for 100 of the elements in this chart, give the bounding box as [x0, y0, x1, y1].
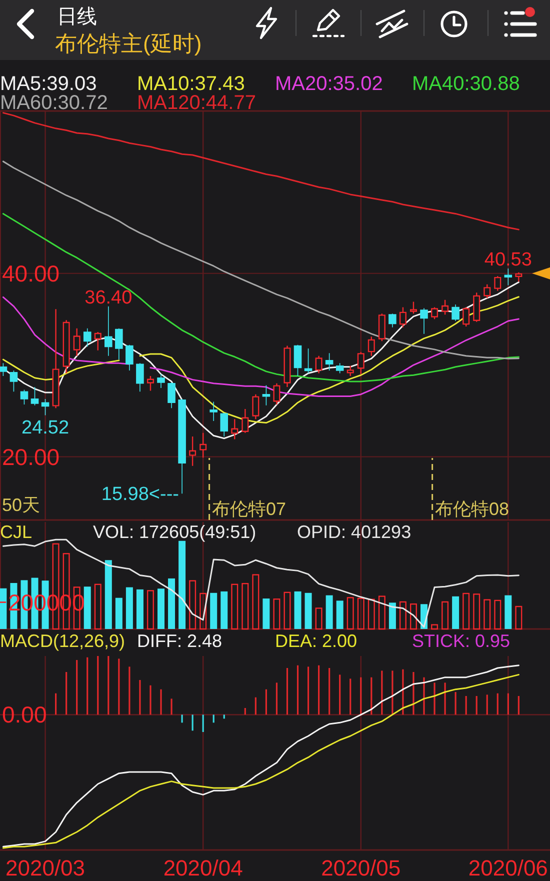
bar	[273, 598, 280, 630]
bar	[200, 592, 207, 630]
candlestick	[210, 401, 218, 422]
text: MA60:30.72	[0, 92, 108, 114]
annotation: VOL: 172605(49:51)	[93, 522, 256, 542]
candlestick	[73, 328, 80, 356]
candlestick	[200, 432, 207, 458]
bar	[210, 592, 218, 629]
bar	[126, 587, 133, 629]
bar	[410, 603, 417, 630]
text: DIFF: 2.48	[137, 631, 222, 651]
annotation: 布伦特08	[435, 499, 510, 519]
candlestick	[462, 306, 470, 328]
candlestick	[189, 436, 196, 466]
chart-title: 日线	[57, 6, 97, 28]
bar	[399, 601, 406, 630]
annotation: 0.00	[2, 702, 47, 728]
candlestick	[494, 275, 502, 292]
candlestick	[315, 355, 322, 374]
candlestick	[146, 375, 154, 392]
candlestick	[41, 398, 50, 416]
x-tick-label: 2020/03	[6, 856, 86, 881]
bar	[452, 596, 460, 629]
candlestick	[168, 382, 176, 409]
series-label: OPID: 401293	[297, 522, 412, 542]
bar	[115, 598, 122, 629]
bar	[0, 588, 7, 629]
annotation: 36.40	[84, 287, 132, 308]
bar	[168, 578, 176, 629]
bar	[473, 594, 480, 630]
candlestick	[136, 362, 144, 392]
candlestick	[178, 398, 186, 494]
candlestick	[30, 386, 39, 406]
chart-subtitle: 布伦特主(延时)	[55, 31, 202, 56]
candlestick	[504, 268, 512, 286]
bar	[346, 597, 354, 630]
annotation: 布伦特07	[212, 499, 286, 519]
candlestick	[284, 345, 291, 388]
candlestick	[20, 389, 28, 405]
y-tick-label: 20.00	[2, 444, 60, 470]
line-series	[2, 112, 520, 230]
annotation: 50天	[2, 495, 40, 515]
bar	[189, 580, 196, 630]
series-label: MA120:44.77	[137, 92, 256, 114]
annotation: 24.52	[22, 417, 70, 438]
candlestick	[452, 304, 460, 322]
text: MA5:39.03	[0, 73, 97, 95]
text: DEA: 2.00	[275, 631, 358, 651]
bar	[294, 591, 302, 629]
candlestick	[52, 308, 60, 409]
candlestick	[0, 362, 8, 376]
bar	[336, 600, 344, 629]
candlestick	[368, 336, 375, 356]
candlestick	[357, 352, 364, 375]
candlestick	[346, 365, 354, 377]
candlestick	[515, 272, 522, 282]
bar	[431, 624, 438, 630]
bar	[484, 599, 491, 630]
bar	[304, 592, 312, 629]
candlestick	[252, 394, 260, 420]
bar	[94, 584, 102, 630]
bar	[284, 592, 291, 630]
bar	[136, 589, 144, 629]
bar	[504, 595, 512, 629]
candlestick	[231, 418, 238, 440]
candlestick	[420, 308, 428, 334]
text: MA20:35.02	[275, 73, 383, 95]
chart-title: CJL	[0, 522, 32, 542]
candlestick	[104, 306, 112, 356]
text: MA10:37.43	[137, 73, 245, 95]
candlestick	[94, 331, 102, 351]
x-tick-label: 2020/05	[321, 856, 401, 881]
candlestick	[325, 352, 334, 371]
candlestick	[126, 344, 134, 371]
bar	[462, 592, 470, 630]
candlestick	[157, 374, 165, 388]
candlestick	[115, 328, 123, 360]
x-tick-label: 2020/06	[468, 856, 548, 881]
candlestick	[62, 319, 70, 374]
candlestick	[431, 306, 438, 320]
bar	[315, 608, 322, 630]
text: MA40:30.88	[412, 73, 520, 95]
candlestick	[262, 384, 270, 406]
candlestick	[378, 313, 386, 342]
chart-title: MACD(12,26,9)	[0, 631, 126, 651]
candlestick	[220, 412, 228, 437]
candlestick	[484, 284, 491, 299]
bar	[252, 574, 260, 630]
candlestick	[304, 348, 312, 374]
candlestick	[83, 328, 92, 348]
bar	[231, 584, 238, 630]
bar	[220, 591, 228, 629]
bar	[326, 595, 333, 629]
bar	[242, 582, 249, 630]
y-tick-label: 40.00	[2, 260, 60, 286]
candlestick	[273, 382, 280, 406]
candlestick	[336, 362, 344, 374]
bar	[378, 596, 386, 630]
bar	[368, 598, 375, 630]
candlestick	[473, 292, 480, 323]
